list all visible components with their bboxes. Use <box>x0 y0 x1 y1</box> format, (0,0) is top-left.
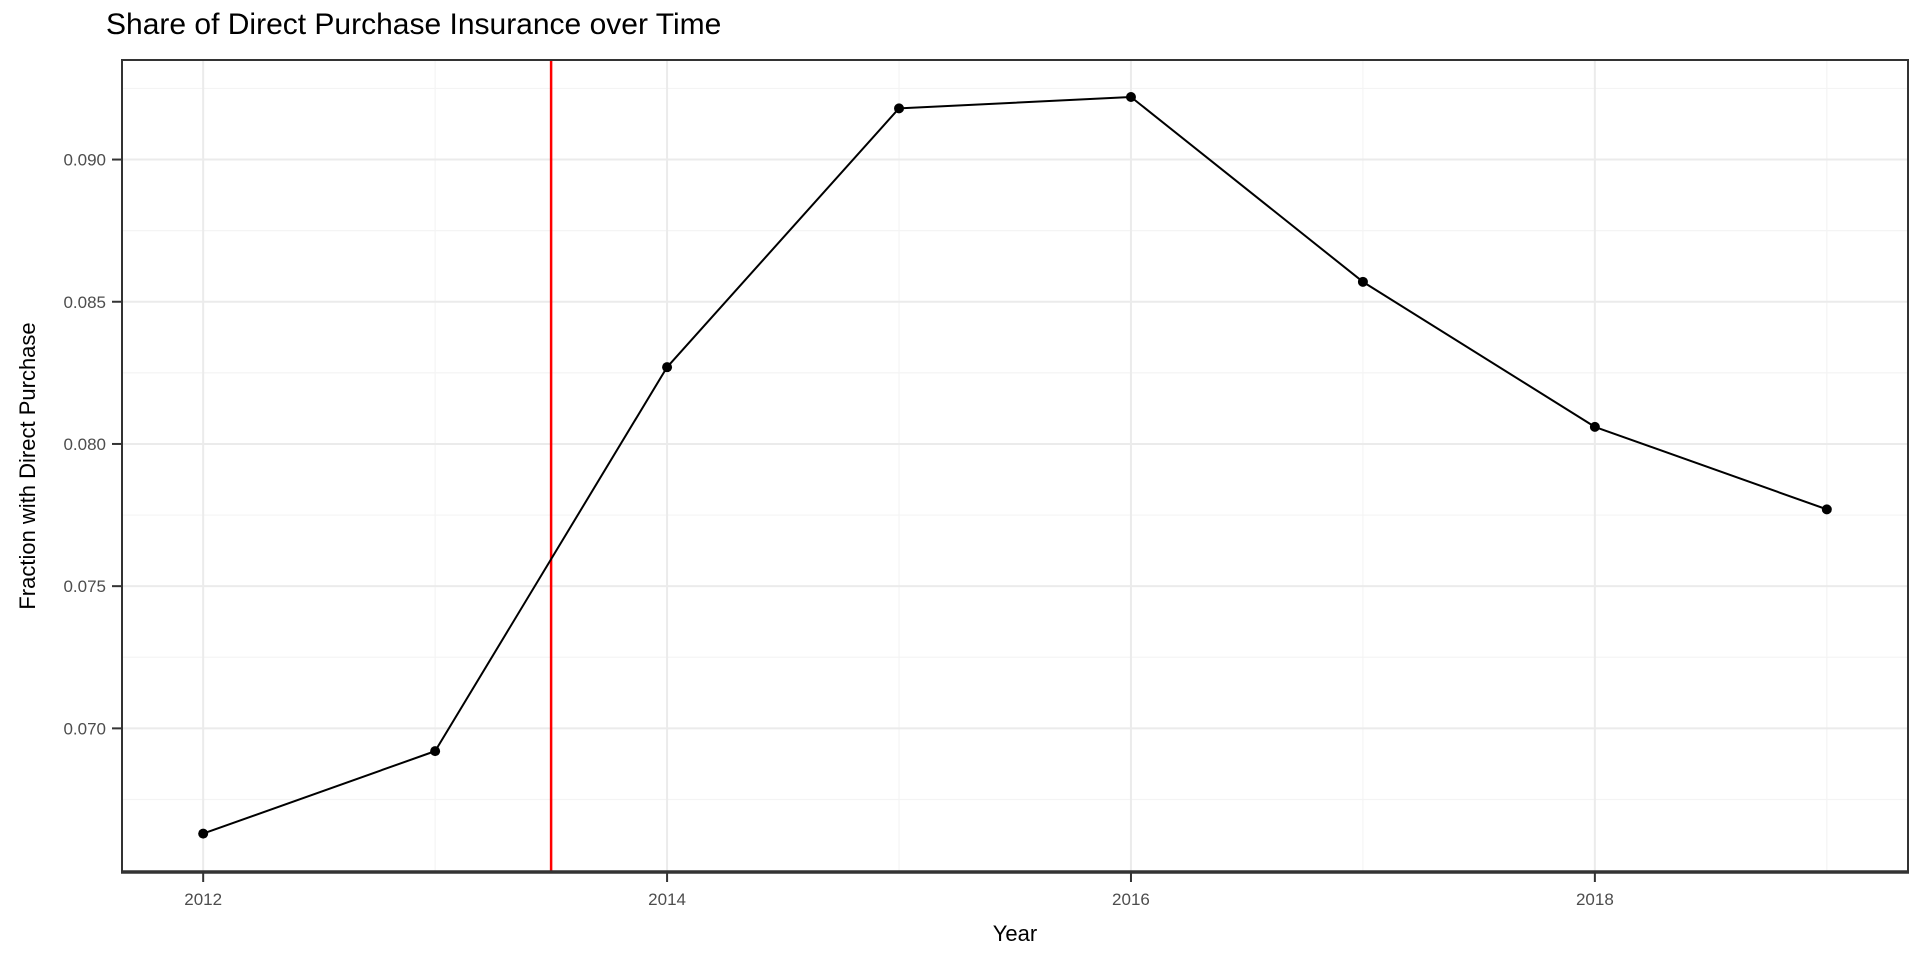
data-point <box>430 746 441 757</box>
panel-background <box>122 60 1908 872</box>
data-point <box>662 362 673 373</box>
y-tick-label: 0.090 <box>63 151 106 170</box>
x-tick-label: 2014 <box>648 890 686 909</box>
data-point <box>1125 91 1136 102</box>
y-tick-label: 0.085 <box>63 293 106 312</box>
x-tick-label: 2012 <box>184 890 222 909</box>
x-axis-title: Year <box>992 921 1038 946</box>
data-point <box>1821 504 1832 515</box>
x-tick-label: 2018 <box>1576 890 1614 909</box>
data-point <box>1357 276 1368 287</box>
chart-title: Share of Direct Purchase Insurance over … <box>106 8 722 41</box>
data-point <box>1589 421 1600 432</box>
y-tick-label: 0.080 <box>63 435 106 454</box>
y-tick-label: 0.070 <box>63 719 106 738</box>
x-tick-label: 2016 <box>1112 890 1150 909</box>
data-point <box>198 828 209 839</box>
y-tick-label: 0.075 <box>63 577 106 596</box>
data-point <box>894 103 905 114</box>
trend-line <box>202 95 1828 835</box>
y-axis-title: Fraction with Direct Purchase <box>15 322 40 610</box>
